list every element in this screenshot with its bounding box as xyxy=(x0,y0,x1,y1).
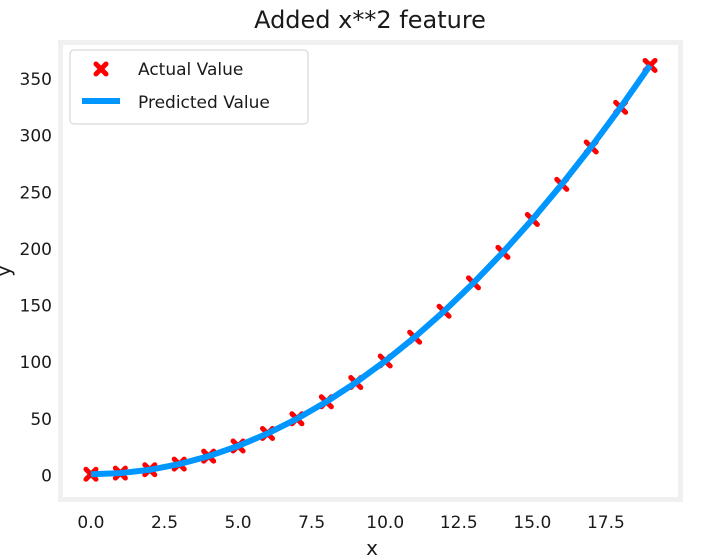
y-tick-label: 200 xyxy=(20,240,52,260)
y-tick-label: 0 xyxy=(41,466,52,486)
y-axis-ticks: 0 50 100 150 200 250 300 350 xyxy=(20,70,52,486)
x-axis-ticks: 0.0 2.5 5.0 7.5 10.0 12.5 15.0 17.5 xyxy=(77,513,624,533)
legend-label-predicted: Predicted Value xyxy=(138,93,270,113)
y-tick-label: 300 xyxy=(20,127,52,147)
y-tick-label: 350 xyxy=(20,70,52,90)
x-tick-label: 7.5 xyxy=(298,513,325,533)
y-tick-label: 150 xyxy=(20,297,52,317)
x-tick-label: 15.0 xyxy=(513,513,551,533)
legend: Actual Value Predicted Value xyxy=(69,49,309,125)
x-axis-label: x xyxy=(366,536,378,560)
x-tick-label: 12.5 xyxy=(440,513,478,533)
legend-box xyxy=(69,49,309,125)
predicted-value-line xyxy=(90,63,653,478)
x-tick-label: 2.5 xyxy=(151,513,178,533)
chart-title: Added x**2 feature xyxy=(254,6,486,34)
y-tick-label: 250 xyxy=(20,183,52,203)
x-tick-label: 0.0 xyxy=(77,513,104,533)
y-tick-label: 100 xyxy=(20,353,52,373)
y-axis-label: y xyxy=(0,265,15,277)
legend-label-actual: Actual Value xyxy=(138,60,243,80)
legend-actual-marker xyxy=(93,61,109,77)
x-tick-label: 17.5 xyxy=(587,513,625,533)
x-tick-label: 10.0 xyxy=(366,513,404,533)
x-tick-label: 5.0 xyxy=(225,513,252,533)
legend-x-marker xyxy=(93,61,109,77)
y-tick-label: 50 xyxy=(30,410,52,430)
series-layer xyxy=(83,57,658,482)
